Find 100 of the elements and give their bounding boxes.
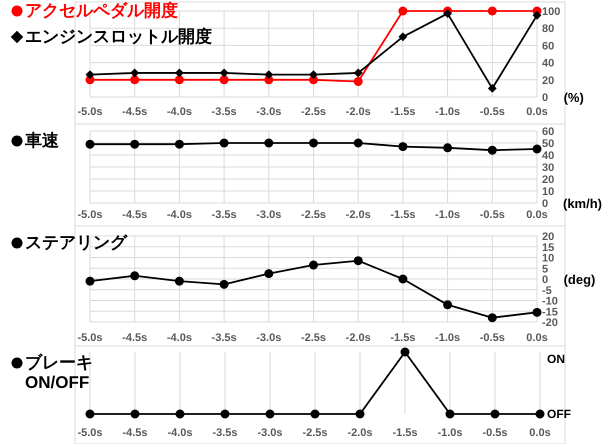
y-tick-label: 80 xyxy=(542,23,554,36)
x-tick-label: 0.0s xyxy=(526,209,548,221)
x-tick-label: -4.5s xyxy=(122,427,148,439)
y-tick-label: 20 xyxy=(542,174,554,186)
x-tick-label: -0.5s xyxy=(480,332,505,344)
y-tick-label: 40 xyxy=(542,150,554,162)
y-tick-label: -10 xyxy=(542,296,558,308)
y-tick-label: 0 xyxy=(542,92,548,104)
point xyxy=(532,144,542,154)
x-tick-label: -1.0s xyxy=(435,106,460,118)
point xyxy=(488,84,497,93)
x-tick-label: -2.0s xyxy=(346,209,371,221)
point xyxy=(174,140,184,149)
x-tick-label: -5.0s xyxy=(77,209,103,221)
x-tick-label: -0.5s xyxy=(480,106,505,118)
y-tick-label: 30 xyxy=(542,162,554,174)
y-tick-label: 40 xyxy=(542,58,554,70)
annotation: OFF xyxy=(547,407,571,421)
x-tick-label: -3.0s xyxy=(256,209,282,221)
point xyxy=(488,6,497,16)
y-tick-label: -15 xyxy=(542,306,558,318)
y-tick-label: 5 xyxy=(542,263,548,276)
x-tick-label: -4.5s xyxy=(122,106,148,118)
y-tick-label: 20 xyxy=(542,231,554,243)
x-tick-label: 0.0s xyxy=(526,106,548,118)
x-tick-label: -2.0s xyxy=(347,427,373,439)
point xyxy=(443,9,452,18)
point xyxy=(398,32,408,42)
x-tick-label: -1.5s xyxy=(390,106,416,118)
point xyxy=(354,68,363,78)
x-tick-label: -4.0s xyxy=(166,332,192,344)
y-axis-title: (%) xyxy=(564,90,584,105)
point xyxy=(309,70,318,80)
annotation: ON xyxy=(547,352,565,366)
point xyxy=(488,313,497,322)
y-tick-label: 0 xyxy=(542,274,548,286)
y-tick-label: 100 xyxy=(542,6,560,18)
point xyxy=(443,300,452,310)
y-tick-label: 50 xyxy=(542,138,554,150)
y-tick-label: 0 xyxy=(542,198,548,210)
x-tick-label: -4.5s xyxy=(122,209,148,221)
point xyxy=(86,276,94,286)
x-tick-label: -3.0s xyxy=(257,427,283,439)
y-axis-title: (deg) xyxy=(564,272,596,287)
x-tick-label: -4.0s xyxy=(166,209,192,221)
point xyxy=(130,68,140,78)
x-tick-label: -3.5s xyxy=(212,427,238,439)
x-tick-label: -1.0s xyxy=(435,332,460,344)
x-tick-label: -3.5s xyxy=(212,106,237,118)
x-tick-label: -2.5s xyxy=(300,106,326,118)
point xyxy=(354,77,363,86)
y-tick-label: 10 xyxy=(542,186,554,198)
point xyxy=(220,68,228,78)
x-tick-label: -1.0s xyxy=(435,209,460,221)
point xyxy=(130,271,140,280)
point xyxy=(175,68,184,78)
y-axis-title: (km/h) xyxy=(563,196,602,211)
point xyxy=(309,260,318,270)
point xyxy=(532,10,542,20)
y-tick-label: 10 xyxy=(542,252,554,264)
x-tick-label: -1.0s xyxy=(437,427,463,439)
x-tick-label: -2.5s xyxy=(302,427,328,439)
x-tick-label: -5.0s xyxy=(77,332,103,344)
point xyxy=(488,146,497,155)
point xyxy=(220,75,229,84)
x-tick-label: -3.5s xyxy=(212,209,237,221)
point xyxy=(398,6,408,16)
point xyxy=(398,274,408,284)
point xyxy=(398,142,408,152)
point xyxy=(86,140,94,149)
point xyxy=(309,138,318,148)
point xyxy=(130,75,140,84)
x-tick-label: -1.5s xyxy=(390,209,416,221)
point xyxy=(264,269,274,278)
point xyxy=(264,138,274,148)
x-tick-label: -0.5s xyxy=(482,427,508,439)
x-tick-label: -3.5s xyxy=(212,332,237,344)
x-tick-label: -2.5s xyxy=(300,332,326,344)
point xyxy=(532,308,542,317)
x-tick-label: 0.0s xyxy=(526,332,548,344)
x-tick-label: -2.0s xyxy=(346,106,371,118)
point xyxy=(354,138,363,148)
y-tick-label: 20 xyxy=(542,74,554,87)
x-tick-label: -5.0s xyxy=(77,427,103,439)
x-tick-label: -4.5s xyxy=(122,332,148,344)
x-tick-label: 0.0s xyxy=(529,427,551,439)
y-tick-label: -5 xyxy=(542,284,552,297)
point xyxy=(264,70,274,80)
x-tick-label: -5.0s xyxy=(77,106,103,118)
x-tick-label: -4.0s xyxy=(166,106,192,118)
x-tick-label: -0.5s xyxy=(480,209,505,221)
y-tick-label: 15 xyxy=(542,242,554,254)
legend-label: アクセルペダル開度 xyxy=(25,1,178,20)
point xyxy=(86,70,94,80)
y-tick-label: 60 xyxy=(542,126,554,138)
point xyxy=(174,276,184,286)
x-tick-label: -2.5s xyxy=(300,209,326,221)
legend-label: エンジンスロットル開度 xyxy=(25,27,212,46)
point xyxy=(174,75,184,84)
x-tick-label: -1.5s xyxy=(390,332,416,344)
